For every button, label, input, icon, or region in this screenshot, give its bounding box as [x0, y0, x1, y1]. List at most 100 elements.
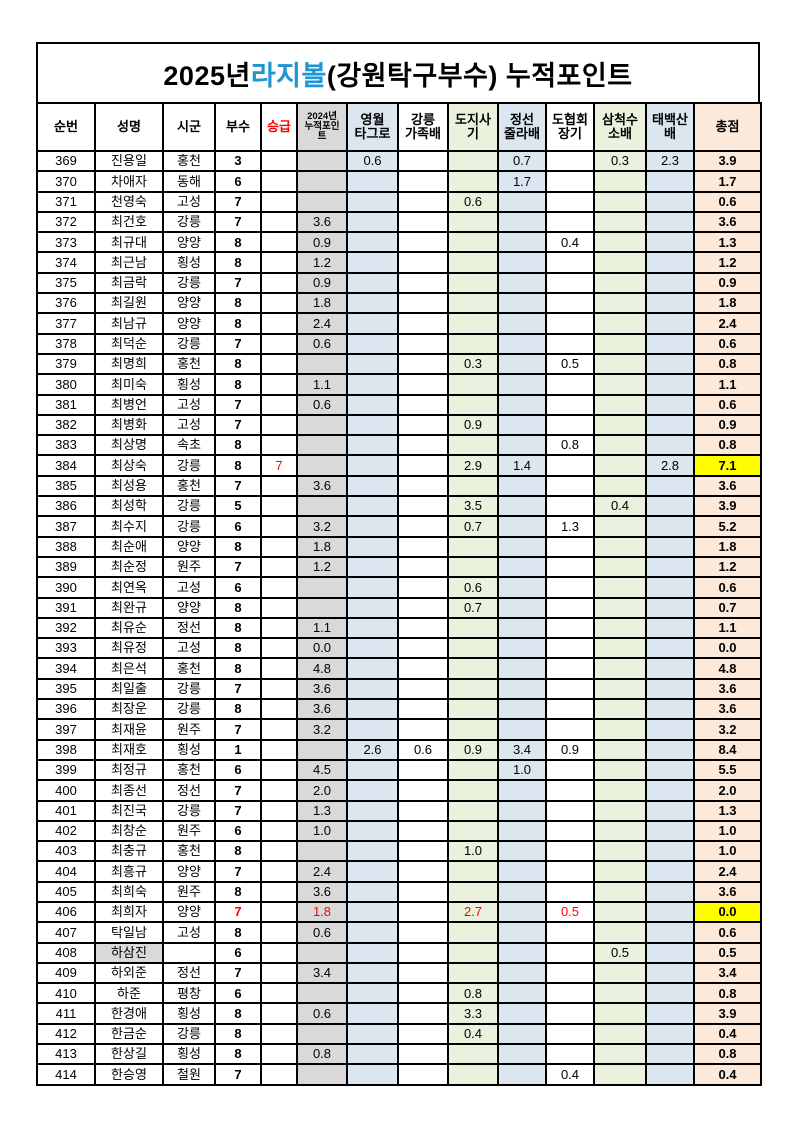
cell-city: 횡성: [162, 251, 216, 274]
table-row: 378 최덕순 강릉 7 0.6 0.6: [36, 332, 762, 355]
cell-samcheok: [593, 373, 647, 396]
cell-city: 강릉: [162, 1022, 216, 1046]
cell-no: 380: [36, 373, 96, 396]
cell-grade: 7: [214, 961, 262, 985]
cell-dojisa: [447, 880, 499, 903]
cell-p2024: 0.6: [296, 332, 348, 355]
cell-no: 393: [36, 637, 96, 660]
table-row: 390 최연옥 고성 6 0.6 0.6: [36, 576, 762, 599]
cell-dohyeophoe: [545, 190, 595, 213]
cell-dojisa: 0.7: [447, 596, 499, 619]
column-header-promo: 승급: [260, 102, 298, 152]
cell-p2024: 0.0: [296, 637, 348, 660]
cell-city: 속초: [162, 434, 216, 457]
cell-total: 3.6: [693, 677, 762, 701]
cell-promo: [260, 860, 298, 883]
table-row: 391 최완규 양양 8 0.7 0.7: [36, 596, 762, 619]
cell-promo: [260, 698, 298, 721]
cell-jeongseon: [497, 495, 547, 518]
cell-dojisa: 0.4: [447, 1022, 499, 1046]
cell-yeongwol: [346, 758, 399, 782]
cell-promo: [260, 292, 298, 315]
cell-gangneung: [397, 698, 449, 721]
cell-taebaek: [645, 231, 695, 254]
cell-total: 3.6: [693, 210, 762, 234]
cell-dojisa: [447, 434, 499, 457]
cell-dohyeophoe: [545, 251, 595, 274]
cell-taebaek: [645, 596, 695, 619]
cell-jeongseon: [497, 1002, 547, 1025]
cell-no: 400: [36, 779, 96, 802]
cell-promo: [260, 251, 298, 274]
cell-grade: 7: [214, 718, 262, 741]
cell-p2024: [296, 738, 348, 761]
cell-yeongwol: [346, 1063, 399, 1086]
cell-dohyeophoe: [545, 454, 595, 477]
cell-yeongwol: [346, 819, 399, 843]
cell-yeongwol: [346, 1043, 399, 1066]
cell-promo: [260, 1002, 298, 1025]
cell-grade: 8: [214, 657, 262, 680]
cell-total: 4.8: [693, 657, 762, 680]
cell-jeongseon: [497, 1022, 547, 1046]
cell-gangneung: 0.6: [397, 738, 449, 761]
cell-grade: 8: [214, 434, 262, 457]
column-header-dojisa: 도지사 기: [447, 102, 499, 152]
cell-yeongwol: [346, 657, 399, 680]
table-row: 371 천영숙 고성 7 0.6 0.6: [36, 190, 762, 213]
cell-jeongseon: [497, 515, 547, 538]
cell-jeongseon: 3.4: [497, 738, 547, 761]
cell-no: 408: [36, 941, 96, 964]
cell-dojisa: [447, 535, 499, 558]
column-header-jeongseon: 정선 줄라배: [497, 102, 547, 152]
cell-city: 양양: [162, 535, 216, 558]
cell-name: 탁일남: [94, 921, 164, 944]
title-suffix: (강원탁구부수) 누적포인트: [326, 60, 633, 91]
cell-p2024: 2.4: [296, 860, 348, 883]
cell-gangneung: [397, 718, 449, 741]
cell-p2024: 2.4: [296, 312, 348, 335]
cell-total: 1.7: [693, 170, 762, 193]
cell-gangneung: [397, 535, 449, 558]
cell-taebaek: [645, 312, 695, 335]
cell-grade: 7: [214, 332, 262, 355]
cell-city: 홍천: [162, 474, 216, 498]
cell-yeongwol: [346, 373, 399, 396]
cell-promo: [260, 758, 298, 782]
cell-total: 3.2: [693, 718, 762, 741]
cell-grade: 8: [214, 454, 262, 477]
cell-p2024: 0.6: [296, 1002, 348, 1025]
cell-promo: [260, 1022, 298, 1046]
cell-grade: 5: [214, 495, 262, 518]
cell-yeongwol: [346, 413, 399, 437]
cell-city: 강릉: [162, 210, 216, 234]
cell-grade: 8: [214, 637, 262, 660]
cell-gangneung: [397, 251, 449, 274]
cell-taebaek: [645, 332, 695, 355]
cell-city: 홍천: [162, 352, 216, 376]
cell-samcheok: [593, 1043, 647, 1066]
cell-name: 최연옥: [94, 576, 164, 599]
cell-total: 0.9: [693, 413, 762, 437]
cell-name: 한승영: [94, 1063, 164, 1086]
cell-city: 강릉: [162, 271, 216, 295]
cell-dohyeophoe: [545, 292, 595, 315]
cell-gangneung: [397, 170, 449, 193]
cell-promo: [260, 900, 298, 924]
cell-jeongseon: [497, 880, 547, 903]
cell-p2024: [296, 170, 348, 193]
cell-gangneung: [397, 677, 449, 701]
column-header-dohyeophoe: 도협회 장기: [545, 102, 595, 152]
cell-yeongwol: [346, 434, 399, 457]
cell-dohyeophoe: [545, 271, 595, 295]
cell-promo: [260, 190, 298, 213]
cell-name: 하삼진: [94, 941, 164, 964]
cell-name: 진용일: [94, 149, 164, 173]
cell-taebaek: [645, 637, 695, 660]
cell-grade: 6: [214, 170, 262, 193]
cell-city: 동해: [162, 170, 216, 193]
cell-name: 최순애: [94, 535, 164, 558]
cell-taebaek: [645, 840, 695, 863]
cell-jeongseon: [497, 1043, 547, 1066]
cell-city: 양양: [162, 231, 216, 254]
